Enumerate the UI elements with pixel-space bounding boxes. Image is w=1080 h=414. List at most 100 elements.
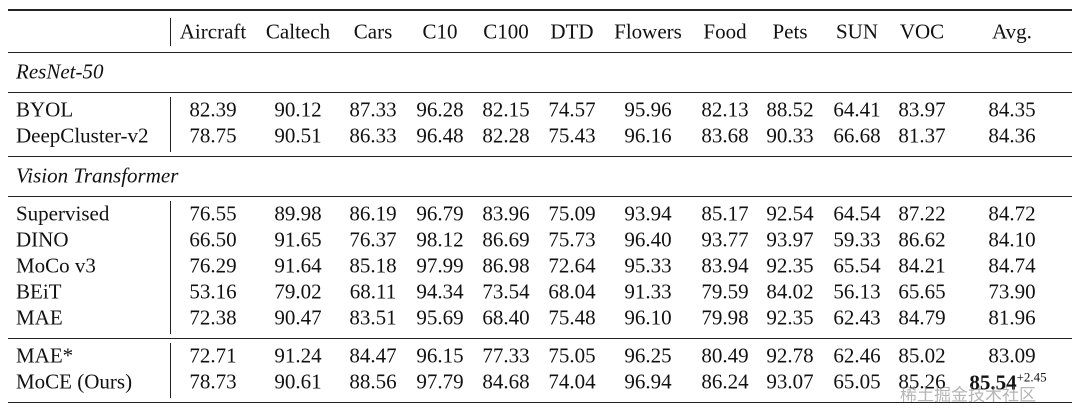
column-header: C10 xyxy=(422,19,458,44)
cell: 73.90 xyxy=(988,279,1036,304)
cell: 96.16 xyxy=(624,123,672,148)
cell: 90.12 xyxy=(274,97,322,122)
row-name: DINO xyxy=(16,227,69,252)
rule xyxy=(8,156,1072,157)
cell: 75.05 xyxy=(548,343,596,368)
row-name: Supervised xyxy=(16,201,110,226)
cell: 88.56 xyxy=(349,369,397,394)
column-header: Food xyxy=(703,19,747,44)
cell: 83.68 xyxy=(701,123,749,148)
row-name: MAE xyxy=(16,305,63,330)
cell: 86.24 xyxy=(701,369,749,394)
cell: 96.28 xyxy=(416,97,464,122)
rule xyxy=(8,402,1072,403)
cell: 90.33 xyxy=(766,123,814,148)
cell: 75.09 xyxy=(548,201,596,226)
cell: 91.33 xyxy=(624,279,672,304)
column-header: Aircraft xyxy=(179,19,247,44)
cell: 62.46 xyxy=(833,343,881,368)
cell: 76.37 xyxy=(349,227,397,252)
cell: 84.36 xyxy=(988,123,1036,148)
cell: 78.73 xyxy=(189,369,237,394)
column-separator xyxy=(170,343,171,398)
cell: 91.65 xyxy=(274,227,322,252)
cell: 80.49 xyxy=(701,343,749,368)
cell: 85.17 xyxy=(701,201,749,226)
cell: 93.97 xyxy=(766,227,814,252)
cell: 72.71 xyxy=(189,343,237,368)
cell: 74.57 xyxy=(548,97,596,122)
cell: 62.43 xyxy=(833,305,881,330)
cell: 96.25 xyxy=(624,343,672,368)
cell: 86.33 xyxy=(349,123,397,148)
gain: +2.45 xyxy=(1016,369,1047,385)
column-separator xyxy=(170,201,171,334)
cell: 83.96 xyxy=(482,201,530,226)
cell: 96.10 xyxy=(624,305,672,330)
row-name: BEiT xyxy=(16,279,62,304)
cell: 92.78 xyxy=(766,343,814,368)
cell: 83.51 xyxy=(349,305,397,330)
column-header: SUN xyxy=(835,19,879,44)
cell: 75.73 xyxy=(548,227,596,252)
cell: 77.33 xyxy=(482,343,530,368)
cell: 82.13 xyxy=(701,97,749,122)
cell: 96.40 xyxy=(624,227,672,252)
cell: 66.50 xyxy=(189,227,237,252)
cell: 84.74 xyxy=(988,253,1036,278)
cell: 86.62 xyxy=(898,227,946,252)
cell: 84.02 xyxy=(766,279,814,304)
cell: 83.94 xyxy=(701,253,749,278)
cell: 91.24 xyxy=(274,343,322,368)
cell: 53.16 xyxy=(189,279,237,304)
cell: 87.33 xyxy=(349,97,397,122)
cell: 84.21 xyxy=(898,253,946,278)
cell: 89.98 xyxy=(274,201,322,226)
watermark: 稀土掘金技术社区 xyxy=(900,385,1036,406)
cell: 84.10 xyxy=(988,227,1036,252)
column-header: VOC xyxy=(899,19,945,44)
cell: 90.47 xyxy=(274,305,322,330)
row-name: DeepCluster-v2 xyxy=(16,123,149,148)
cell: 65.54 xyxy=(833,253,881,278)
cell: 96.48 xyxy=(416,123,464,148)
cell: 86.69 xyxy=(482,227,530,252)
cell: 93.77 xyxy=(701,227,749,252)
cell: 64.54 xyxy=(833,201,881,226)
cell: 68.40 xyxy=(482,305,530,330)
cell: 59.33 xyxy=(833,227,881,252)
rule xyxy=(8,338,1072,339)
cell: 81.96 xyxy=(988,305,1036,330)
rule xyxy=(8,92,1072,93)
cell: 84.72 xyxy=(988,201,1036,226)
cell: 88.52 xyxy=(766,97,814,122)
row-name: MAE* xyxy=(16,343,74,368)
cell: 98.12 xyxy=(416,227,464,252)
cell: 85.02 xyxy=(898,343,946,368)
cell: 95.33 xyxy=(624,253,672,278)
cell: 97.79 xyxy=(416,369,464,394)
cell: 85.26 xyxy=(898,369,946,394)
cell: 87.22 xyxy=(898,201,946,226)
rule xyxy=(8,196,1072,197)
cell: 94.34 xyxy=(416,279,464,304)
cell: 86.98 xyxy=(482,253,530,278)
section-title: Vision Transformer xyxy=(16,163,179,188)
rule xyxy=(8,52,1072,53)
cell: 72.64 xyxy=(548,253,596,278)
cell: 86.19 xyxy=(349,201,397,226)
cell: 82.39 xyxy=(189,97,237,122)
cell: 85.54+2.45 xyxy=(969,369,1047,395)
cell: 79.02 xyxy=(274,279,322,304)
cell: 74.04 xyxy=(548,369,596,394)
cell: 68.04 xyxy=(548,279,596,304)
cell: 82.28 xyxy=(482,123,530,148)
cell: 85.18 xyxy=(349,253,397,278)
cell: 66.68 xyxy=(833,123,881,148)
cell: 78.75 xyxy=(189,123,237,148)
row-name: MoCE (Ours) xyxy=(16,369,133,394)
cell: 68.11 xyxy=(349,279,397,304)
cell: 90.61 xyxy=(274,369,322,394)
column-separator xyxy=(170,97,171,152)
cell: 56.13 xyxy=(833,279,881,304)
